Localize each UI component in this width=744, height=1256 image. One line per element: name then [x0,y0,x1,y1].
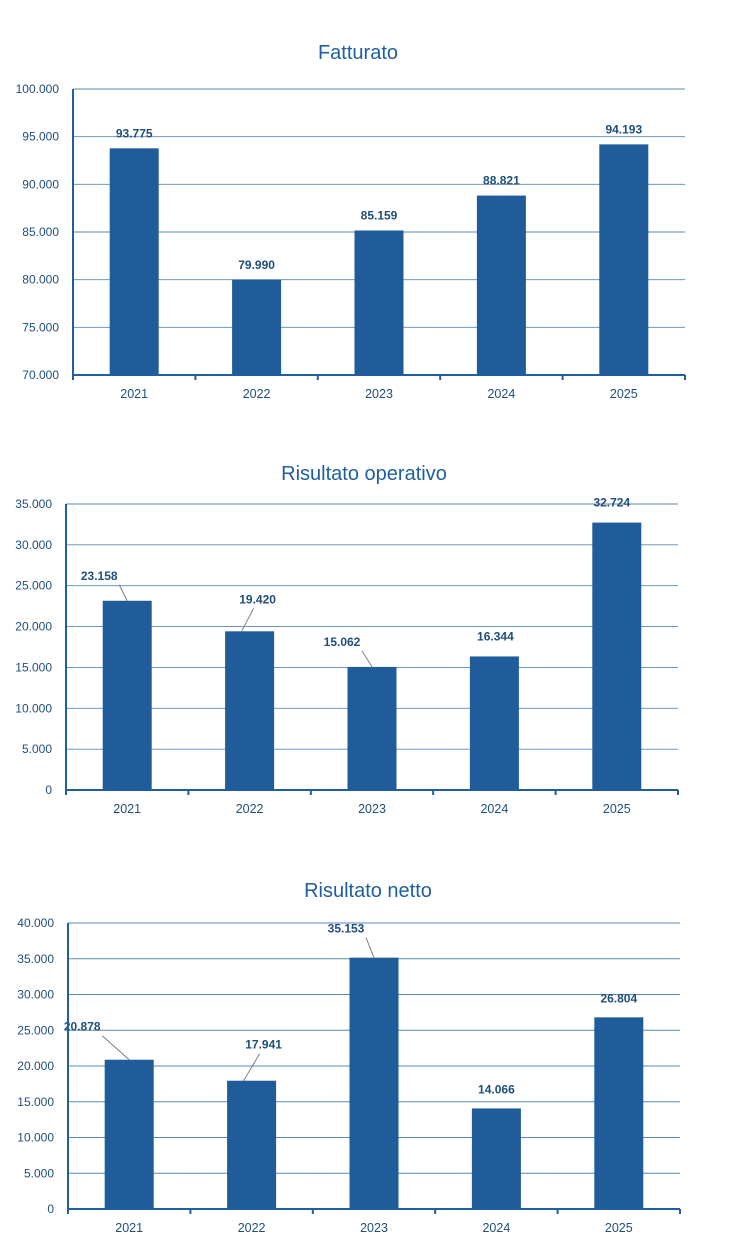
data-label-2025: 94.193 [605,122,642,136]
bar-2024 [476,195,526,375]
y-tick-label: 10.000 [17,1131,54,1145]
x-tick-label: 2024 [487,387,515,401]
label-leader-line [241,608,255,632]
bar-2022 [225,631,275,790]
x-tick-label: 2025 [610,387,638,401]
bar-2023 [354,230,404,375]
bar-2025 [592,522,642,790]
y-tick-label: 40.000 [17,916,54,930]
data-label-2023: 85.159 [361,208,398,222]
data-label-2021: 20.878 [64,1020,101,1034]
x-tick-label: 2025 [603,802,631,816]
label-leader-line [118,584,128,601]
x-tick-label: 2021 [120,387,148,401]
y-tick-label: 35.000 [15,497,52,511]
data-label-2023: 15.062 [324,635,361,649]
chart-risultato-operativo-svg: Risultato operativo 0 5.000 10.000 15.000 20… [15,463,679,816]
y-tick-label: 95.000 [22,130,59,144]
x-tick-label: 2022 [243,387,271,401]
bar-2022 [227,1080,277,1209]
y-tick-label: 15.000 [15,660,52,674]
y-tick-label: 75.000 [22,320,59,334]
y-tick-label: 20.000 [17,1059,54,1073]
label-leader-line [361,650,373,668]
axes: 2021 2022 2023 2024 2025 [72,89,686,401]
bar-2021 [104,1059,154,1209]
data-label-2023: 35.153 [328,922,365,936]
bar-2024 [471,1108,521,1209]
x-tick-label: 2022 [236,802,264,816]
bars [102,522,642,790]
y-tick-label: 70.000 [22,368,59,382]
chart-title: Fatturato [318,42,398,64]
data-label-2022: 79.990 [238,258,275,272]
chart-risultato-netto-svg: Risultato netto 0 5.000 10.000 15.000 20.000… [17,880,681,1235]
bar-2022 [232,279,282,375]
data-label-2025: 32.724 [593,496,630,510]
chart-risultato-operativo: Risultato operativo 0 5.000 10.000 15.000 20… [0,420,744,838]
bar-2025 [594,1017,644,1209]
bar-2023 [347,666,397,790]
y-tick-label: 90.000 [22,177,59,191]
chart-risultato-netto: Risultato netto 0 5.000 10.000 15.000 20.000… [0,838,744,1256]
y-tick-label: 30.000 [15,538,52,552]
bar-2023 [349,957,399,1209]
y-tick-label: 0 [47,1202,54,1216]
y-tick-label: 25.000 [15,579,52,593]
y-tick-label: 0 [45,783,52,797]
y-tick-label: 15.000 [17,1095,54,1109]
data-labels: 93.775 79.990 85.159 88.821 94.193 [116,122,643,271]
y-tick-label: 5.000 [22,742,52,756]
gridlines: 70.000 75.000 80.000 85.000 90.000 95.000 100.… [16,82,685,382]
y-tick-label: 25.000 [17,1023,54,1037]
y-tick-label: 5.000 [24,1166,54,1180]
data-labels: 20.878 17.941 35.153 14.066 26.804 [64,922,638,1097]
chart-title: Risultato netto [304,880,432,902]
x-tick-label: 2023 [358,802,386,816]
label-leader-line [101,1035,130,1061]
y-tick-label: 100.000 [16,82,60,96]
data-label-2022: 17.941 [245,1038,282,1052]
data-label-2025: 26.804 [600,991,637,1005]
x-tick-label: 2021 [113,802,141,816]
data-label-2022: 19.420 [239,592,276,606]
bar-2021 [109,148,159,375]
chart-fatturato: Fatturato 70.000 75.000 80.000 85.000 90.000… [0,0,744,420]
label-leader-line [243,1053,261,1081]
y-tick-label: 10.000 [15,701,52,715]
x-tick-label: 2024 [480,802,508,816]
bars [109,144,649,375]
data-label-2021: 93.775 [116,126,153,140]
axes: 2021 2022 2023 2024 2025 [67,923,681,1235]
y-tick-label: 80.000 [22,273,59,287]
data-label-2024: 88.821 [483,174,520,188]
y-tick-label: 30.000 [17,988,54,1002]
bars [104,957,644,1209]
chart-fatturato-svg: Fatturato 70.000 75.000 80.000 85.000 90.000… [16,42,686,401]
data-label-2024: 16.344 [477,629,514,643]
x-tick-label: 2023 [360,1221,388,1235]
data-label-2024: 14.066 [478,1082,515,1096]
bar-2025 [599,144,649,375]
axes: 2021 2022 2023 2024 2025 [65,504,679,816]
bar-2021 [102,600,152,790]
label-leader-line [365,937,375,958]
x-tick-label: 2024 [482,1221,510,1235]
data-label-2021: 23.158 [81,569,118,583]
y-tick-label: 20.000 [15,620,52,634]
bar-2024 [469,656,519,790]
chart-title: Risultato operativo [281,463,447,485]
x-tick-label: 2022 [238,1221,266,1235]
x-tick-label: 2021 [115,1221,143,1235]
y-tick-label: 85.000 [22,225,59,239]
x-tick-label: 2025 [605,1221,633,1235]
x-tick-label: 2023 [365,387,393,401]
y-tick-label: 35.000 [17,952,54,966]
data-labels: 23.158 19.420 15.062 16.344 32.724 [81,496,630,668]
